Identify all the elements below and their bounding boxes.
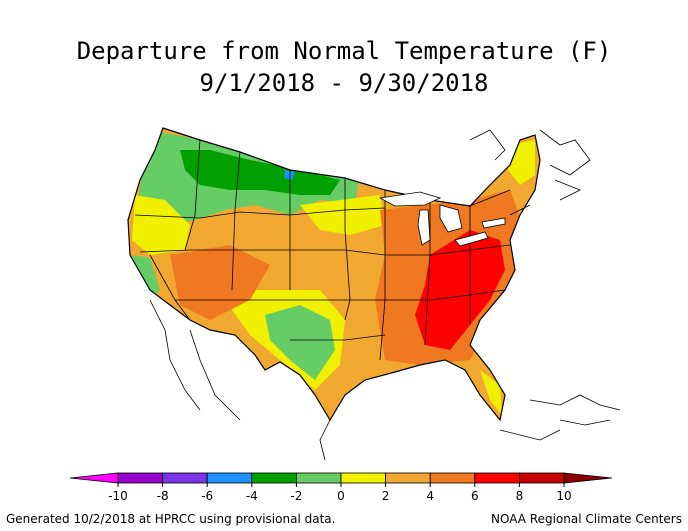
- legend-tick-label: 0: [337, 489, 345, 503]
- legend-tick-label: 4: [426, 489, 434, 503]
- legend-bin: [429, 472, 476, 484]
- state-boundaries: [134, 139, 531, 361]
- lake-huron: [439, 204, 463, 233]
- southwest-orange-region: [170, 245, 270, 320]
- mexico-coast-line: [189, 329, 241, 421]
- map-title: Departure from Normal Temperature (F): [76, 37, 612, 65]
- mexico-coast-line: [499, 429, 561, 441]
- legend-tick-label: -10: [108, 489, 128, 503]
- border-line: [134, 207, 386, 219]
- caribbean-coast-line: [559, 419, 611, 426]
- legend-tick-label: 8: [516, 489, 524, 503]
- north-dakota-blue-spot: [284, 170, 295, 180]
- border-line: [139, 244, 511, 256]
- border-line: [290, 334, 386, 341]
- lake-superior: [378, 191, 442, 207]
- legend-bin: [519, 472, 565, 484]
- map-date-range: 9/1/2018 - 9/30/2018: [199, 69, 489, 97]
- florida-yellow-tip: [480, 370, 502, 415]
- us-outline: [127, 127, 541, 422]
- legend-tick-label: -8: [157, 489, 169, 503]
- canada-coast-line: [539, 129, 591, 176]
- legend-bin: [117, 472, 163, 484]
- anomaly-fill: [128, 128, 540, 420]
- border-line: [379, 190, 386, 361]
- plains-yellow-band: [300, 195, 385, 235]
- legend-bin: [340, 472, 386, 484]
- border-line: [469, 189, 511, 207]
- legend-tick-label: -4: [246, 489, 258, 503]
- border-line: [175, 289, 506, 301]
- legend-tick-label: 2: [382, 489, 390, 503]
- great-lakes: [378, 191, 506, 247]
- border-line: [231, 151, 241, 291]
- source-credit: NOAA Regional Climate Centers: [491, 512, 682, 526]
- lake-erie: [454, 231, 489, 247]
- border-line: [509, 204, 531, 216]
- southeast-red-region: [415, 230, 505, 350]
- generated-note: Generated 10/2/2018 at HPRCC using provi…: [6, 512, 336, 526]
- border-line: [344, 178, 351, 321]
- canada-coast-line: [469, 129, 506, 161]
- border-line: [184, 139, 201, 251]
- legend-tick-label: -6: [201, 489, 213, 503]
- mexico-coast-line: [149, 299, 201, 411]
- texas-green-region: [265, 305, 335, 380]
- legend-tick-label: 6: [471, 489, 479, 503]
- neighbor-coastlines: [149, 129, 621, 461]
- legend-bin: [563, 472, 613, 484]
- mexico-coast-line: [319, 419, 331, 461]
- legend-bin: [206, 472, 253, 484]
- legend-bin: [162, 472, 208, 484]
- legend-tick-label: 10: [556, 489, 571, 503]
- california-green-coast: [132, 255, 160, 300]
- lake-ontario: [481, 217, 506, 229]
- legend-bin: [474, 472, 520, 484]
- montana-green-region: [180, 150, 340, 195]
- legend-bin: [385, 472, 431, 484]
- northwest-yellow-region: [132, 195, 190, 255]
- canada-coast-line: [554, 179, 581, 201]
- lake-michigan: [417, 209, 431, 246]
- border-line: [149, 254, 191, 321]
- caribbean-coast-line: [529, 394, 621, 411]
- legend-bin: [251, 472, 297, 484]
- legend-bin: [69, 472, 119, 484]
- color-scale-legend: -10 -8 -6 -4 -2 0 2 4 6 8 10: [69, 472, 613, 503]
- legend-bin: [295, 472, 342, 484]
- legend-tick-label: -2: [290, 489, 302, 503]
